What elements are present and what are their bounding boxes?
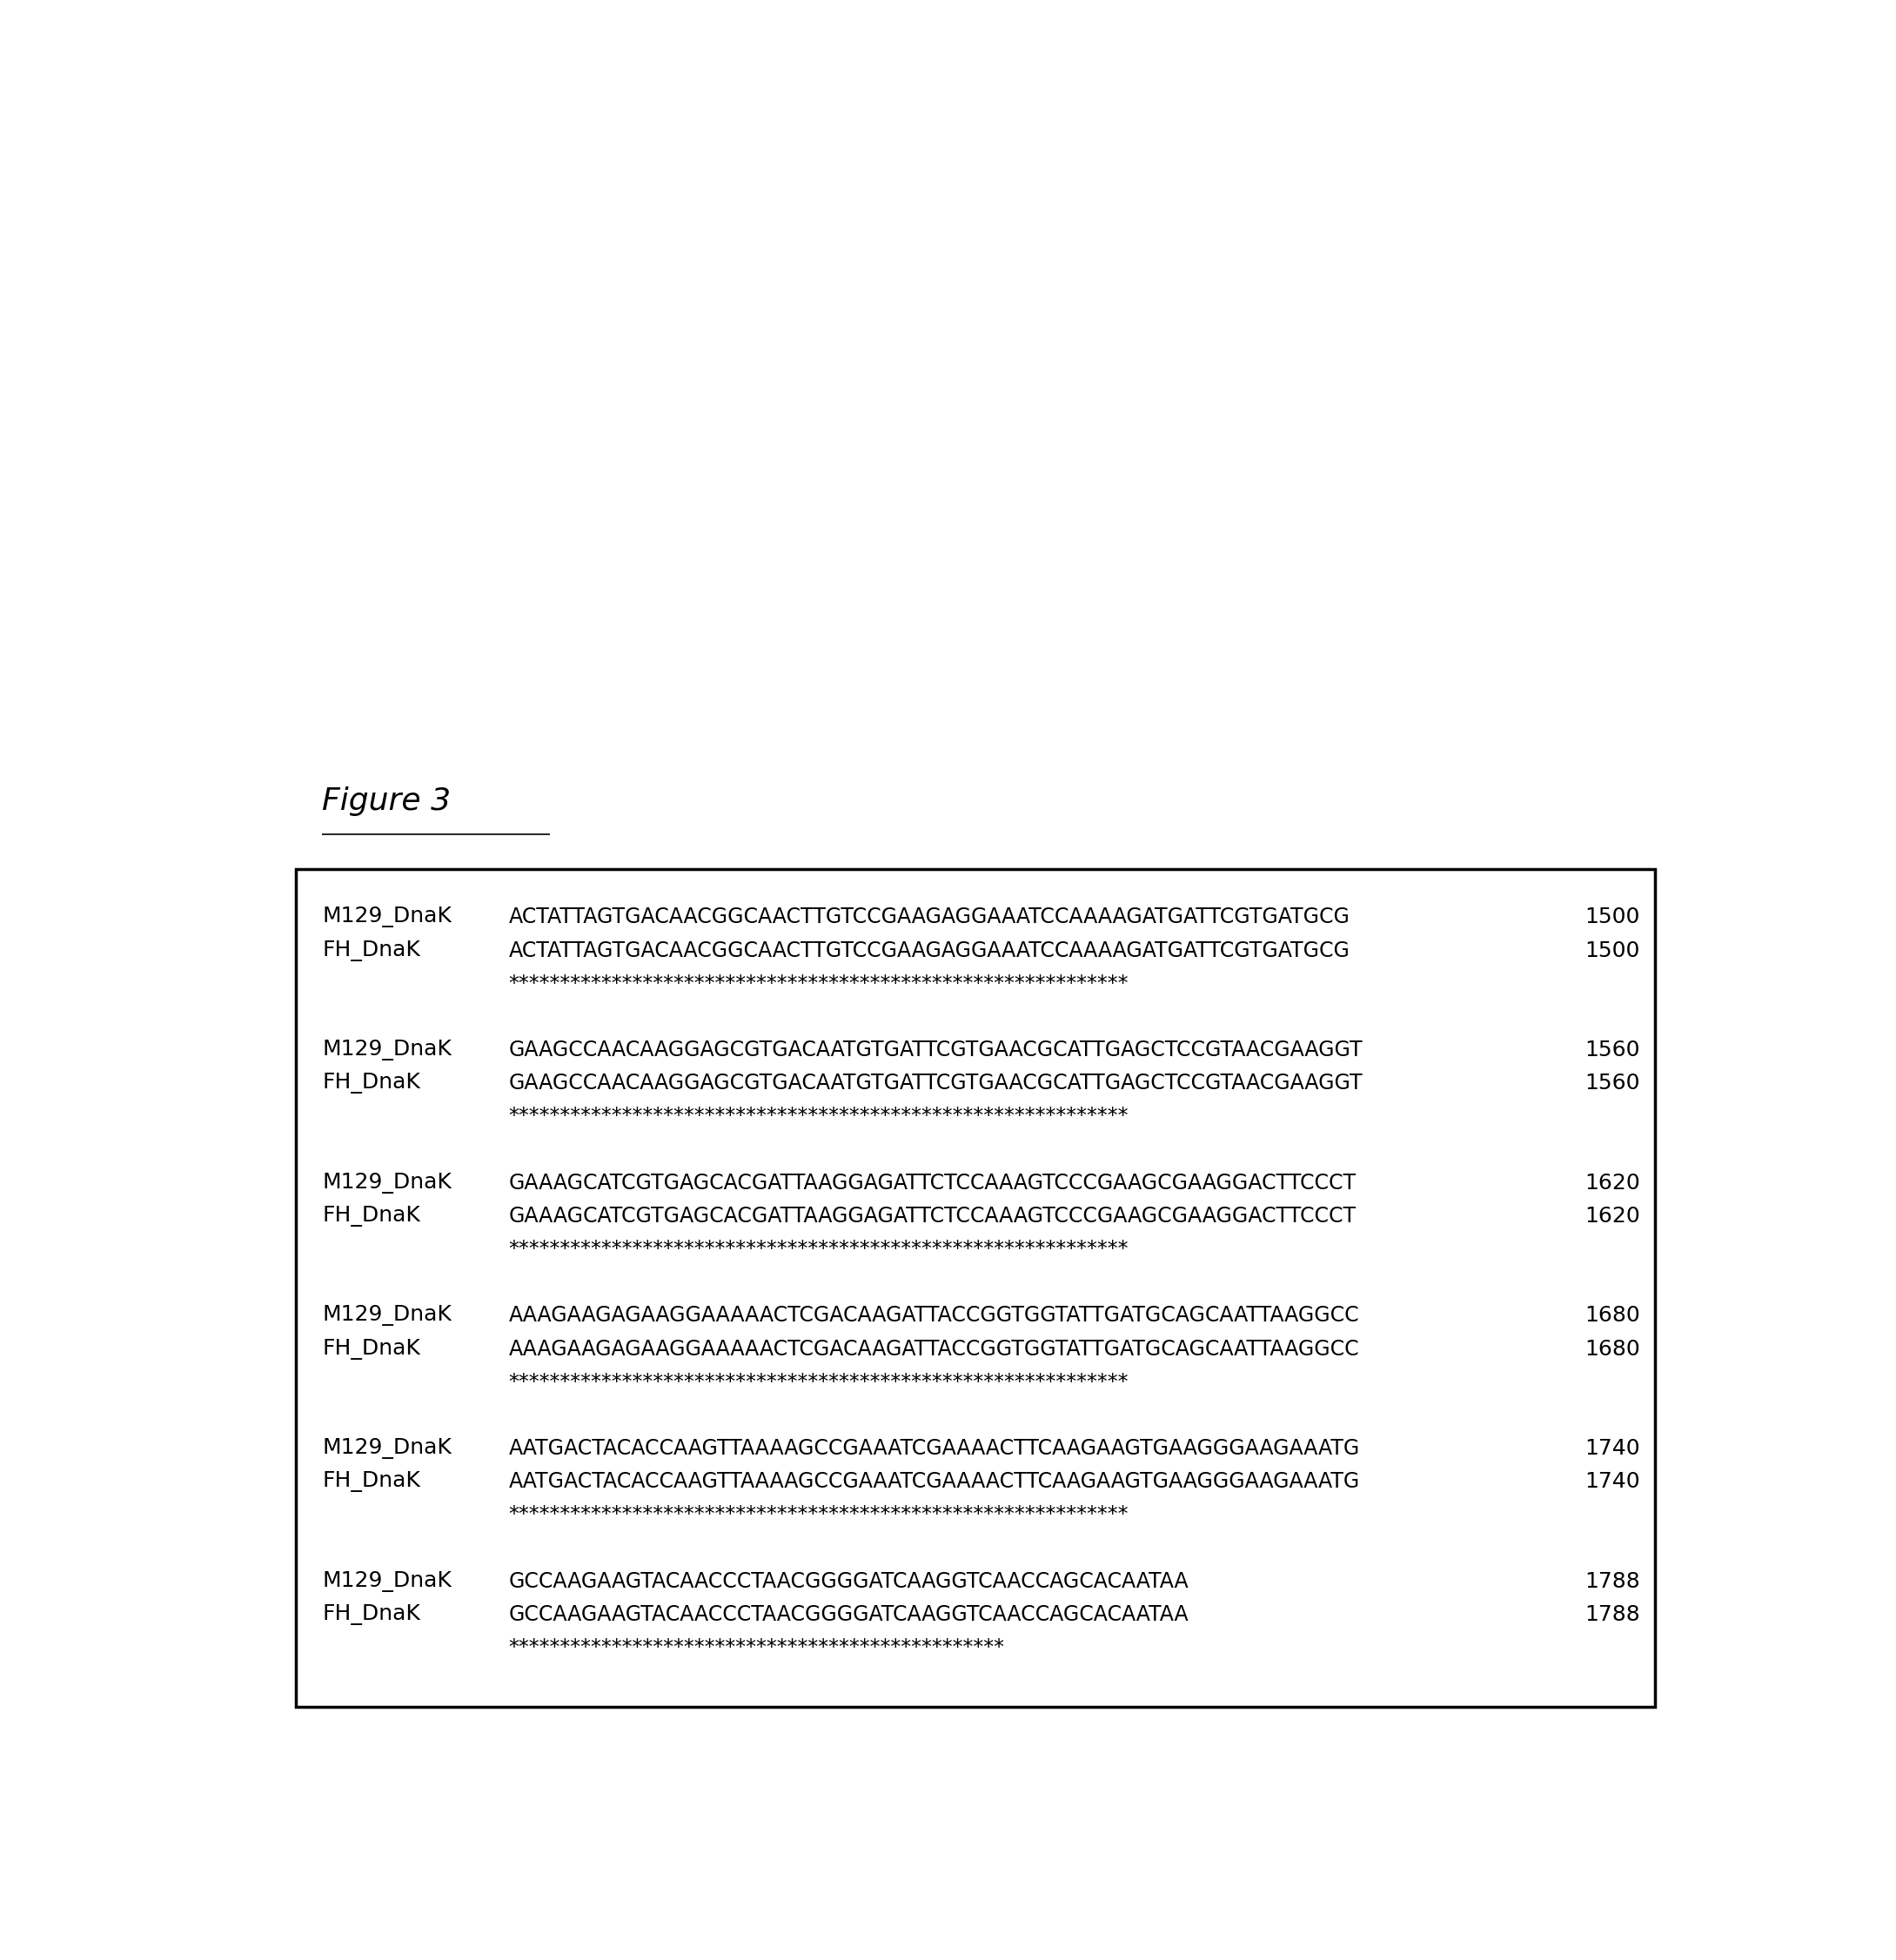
Text: ************************************************************: ****************************************… xyxy=(508,1239,1128,1260)
Text: GAAGCCAACAAGGAGCGTGACAATGTGATTCGTGAACGCATTGAGCTCCGTAACGAAGGT: GAAGCCAACAAGGAGCGTGACAATGTGATTCGTGAACGCA… xyxy=(508,1072,1363,1094)
Text: M129_DnaK: M129_DnaK xyxy=(322,1305,451,1327)
Text: AAAGAAGAGAAGGAAAAACTCGACAAGATTACCGGTGGTATTGATGCAGCAATTAAGGCC: AAAGAAGAGAAGGAAAAACTCGACAAGATTACCGGTGGTA… xyxy=(508,1339,1359,1360)
Text: AATGACTACACCAAGTTAAAAGCCGAAATCGAAAACTTCAAGAAGTGAAGGGAAGAAATG: AATGACTACACCAAGTTAAAAGCCGAAATCGAAAACTTCA… xyxy=(508,1472,1359,1492)
Text: FH_DnaK: FH_DnaK xyxy=(322,1339,421,1360)
Text: FH_DnaK: FH_DnaK xyxy=(322,1472,421,1492)
Text: M129_DnaK: M129_DnaK xyxy=(322,1039,451,1060)
Text: GAAAGCATCGTGAGCACGATTAAGGAGATTCTCCAAAGTCCCGAAGCGAAGGACTTCCCT: GAAAGCATCGTGAGCACGATTAAGGAGATTCTCCAAAGTC… xyxy=(508,1205,1356,1227)
Text: ************************************************************: ****************************************… xyxy=(508,1372,1128,1392)
Text: 1740: 1740 xyxy=(1585,1439,1640,1458)
Text: M129_DnaK: M129_DnaK xyxy=(322,1570,451,1592)
Text: ************************************************************: ****************************************… xyxy=(508,974,1128,994)
Text: FH_DnaK: FH_DnaK xyxy=(322,1603,421,1625)
Text: GAAGCCAACAAGGAGCGTGACAATGTGATTCGTGAACGCATTGAGCTCCGTAACGAAGGT: GAAGCCAACAAGGAGCGTGACAATGTGATTCGTGAACGCA… xyxy=(508,1039,1363,1060)
Text: FH_DnaK: FH_DnaK xyxy=(322,1205,421,1227)
Text: AAAGAAGAGAAGGAAAAACTCGACAAGATTACCGGTGGTATTGATGCAGCAATTAAGGCC: AAAGAAGAGAAGGAAAAACTCGACAAGATTACCGGTGGTA… xyxy=(508,1305,1359,1327)
Text: 1680: 1680 xyxy=(1585,1339,1640,1360)
Text: 1560: 1560 xyxy=(1585,1039,1640,1060)
Text: 1680: 1680 xyxy=(1585,1305,1640,1327)
Text: AATGACTACACCAAGTTAAAAGCCGAAATCGAAAACTTCAAGAAGTGAAGGGAAGAAATG: AATGACTACACCAAGTTAAAAGCCGAAATCGAAAACTTCA… xyxy=(508,1439,1359,1458)
Text: 1620: 1620 xyxy=(1585,1172,1640,1194)
Text: ACTATTAGTGACAACGGCAACTTGTCCGAAGAGGAAATCCAAAAGATGATTCGTGATGCG: ACTATTAGTGACAACGGCAACTTGTCCGAAGAGGAAATCC… xyxy=(508,907,1350,927)
Text: ACTATTAGTGACAACGGCAACTTGTCCGAAGAGGAAATCCAAAAGATGATTCGTGATGCG: ACTATTAGTGACAACGGCAACTTGTCCGAAGAGGAAATCC… xyxy=(508,941,1350,960)
Text: 1500: 1500 xyxy=(1585,907,1640,927)
Text: 1788: 1788 xyxy=(1585,1570,1640,1592)
Text: 1500: 1500 xyxy=(1585,941,1640,960)
Text: Figure 3: Figure 3 xyxy=(322,786,451,815)
Text: FH_DnaK: FH_DnaK xyxy=(322,1072,421,1094)
FancyBboxPatch shape xyxy=(296,868,1655,1707)
Text: 1788: 1788 xyxy=(1585,1603,1640,1625)
Text: 1740: 1740 xyxy=(1585,1472,1640,1492)
Text: 1620: 1620 xyxy=(1585,1205,1640,1227)
Text: GCCAAGAAGTACAACCCTAACGGGGATCAAGGTCAACCAGCACAATAA: GCCAAGAAGTACAACCCTAACGGGGATCAAGGTCAACCAG… xyxy=(508,1603,1189,1625)
Text: ************************************************************: ****************************************… xyxy=(508,1105,1128,1127)
Text: 1560: 1560 xyxy=(1585,1072,1640,1094)
Text: M129_DnaK: M129_DnaK xyxy=(322,1439,451,1458)
Text: GCCAAGAAGTACAACCCTAACGGGGATCAAGGTCAACCAGCACAATAA: GCCAAGAAGTACAACCCTAACGGGGATCAAGGTCAACCAG… xyxy=(508,1570,1189,1592)
Text: M129_DnaK: M129_DnaK xyxy=(322,1172,451,1194)
Text: FH_DnaK: FH_DnaK xyxy=(322,941,421,960)
Text: ************************************************: ****************************************… xyxy=(508,1637,1005,1658)
Text: M129_DnaK: M129_DnaK xyxy=(322,907,451,927)
Text: ************************************************************: ****************************************… xyxy=(508,1505,1128,1525)
Text: GAAAGCATCGTGAGCACGATTAAGGAGATTCTCCAAAGTCCCGAAGCGAAGGACTTCCCT: GAAAGCATCGTGAGCACGATTAAGGAGATTCTCCAAAGTC… xyxy=(508,1172,1356,1194)
